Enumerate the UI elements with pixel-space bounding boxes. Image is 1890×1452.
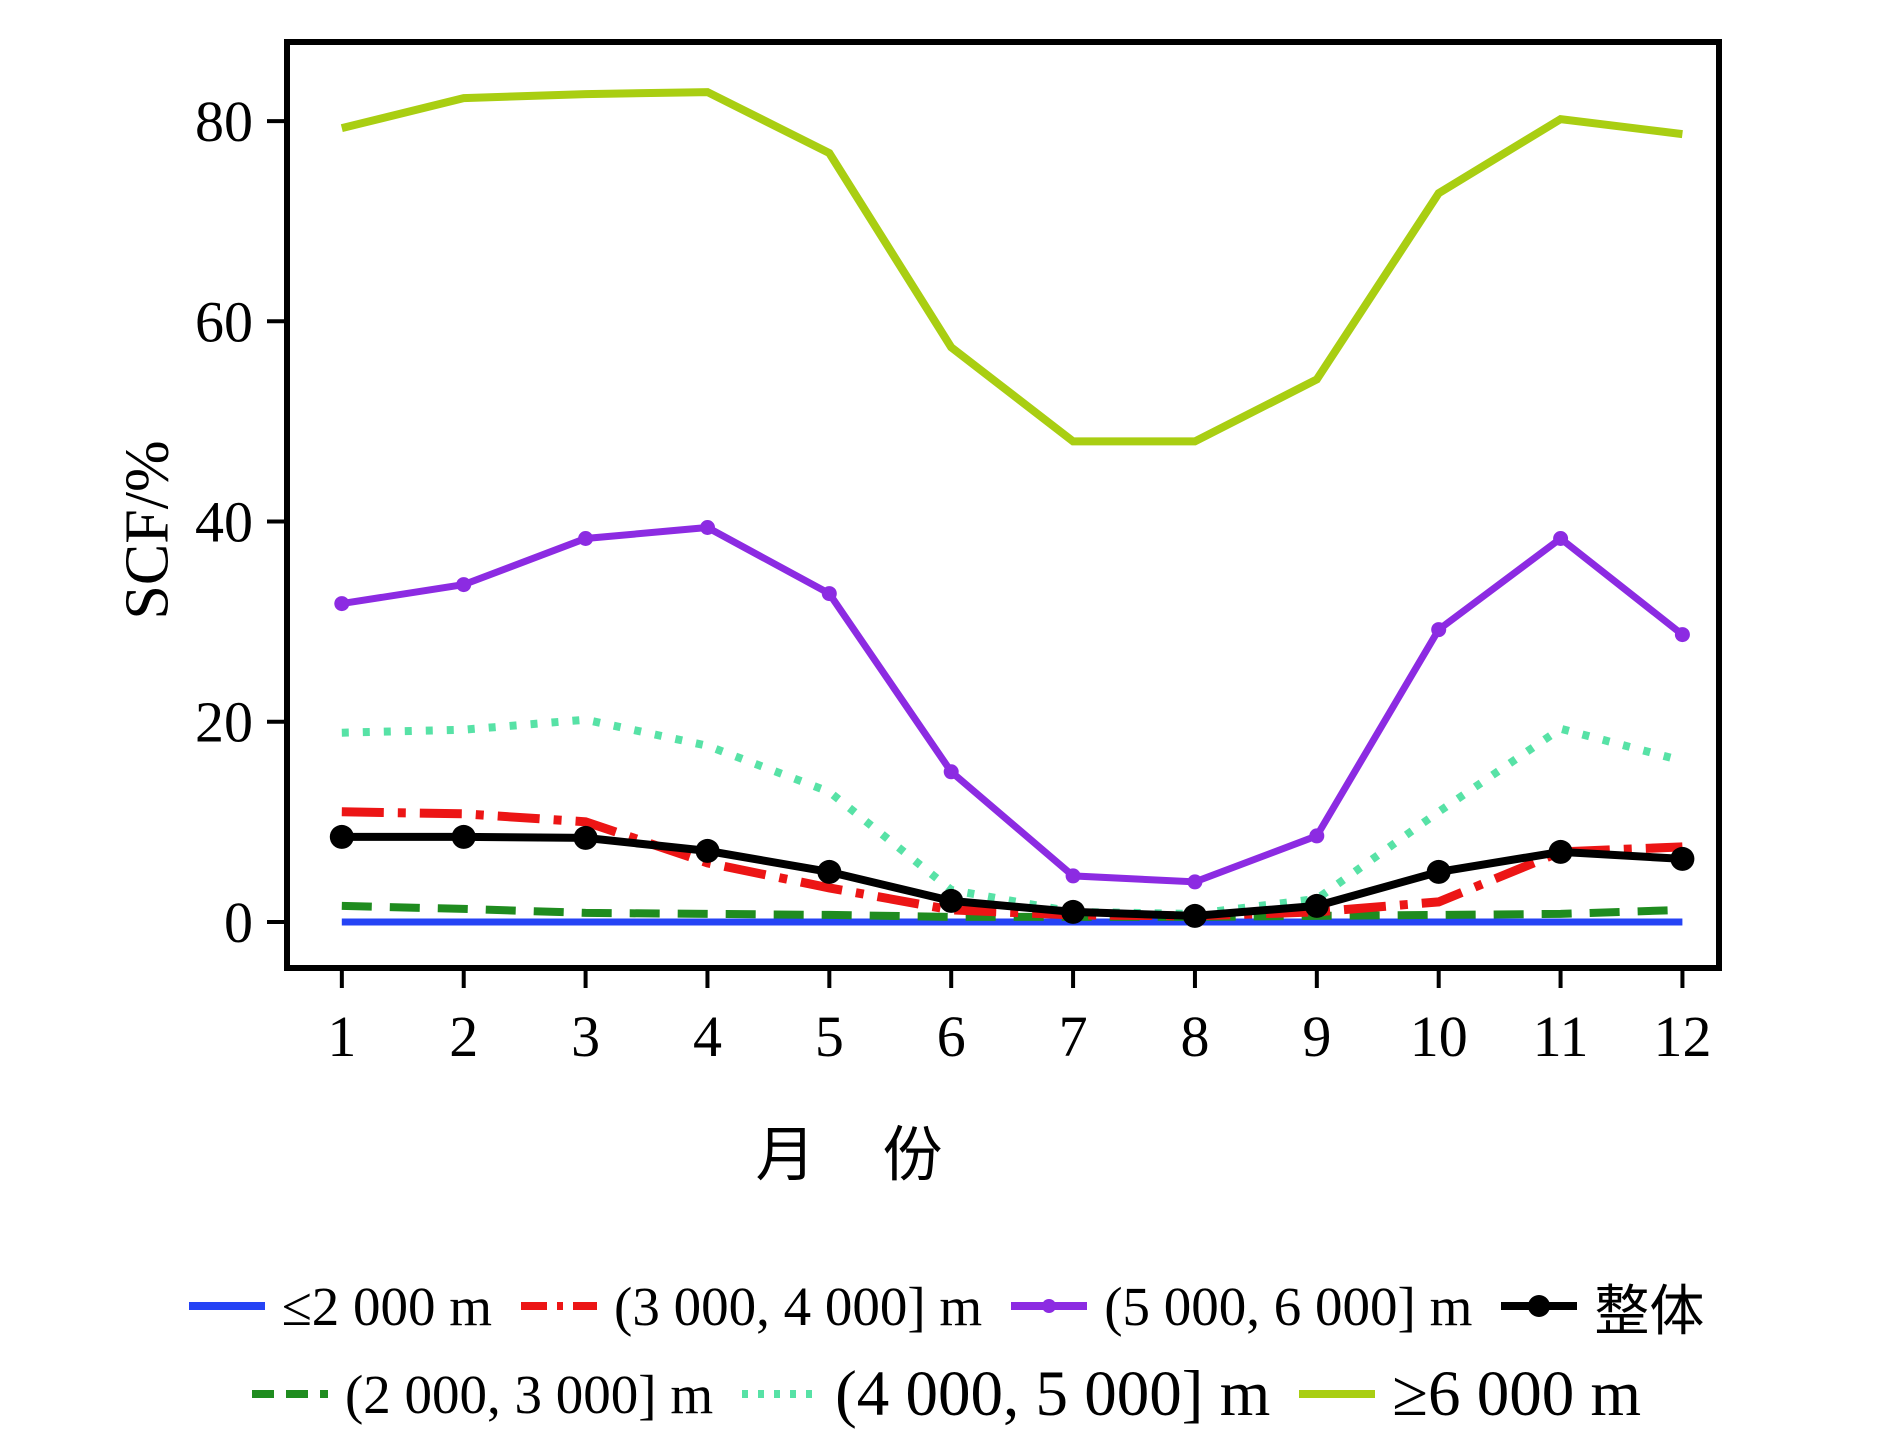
series-5000-6000m-marker [1187,874,1203,890]
y-tick-label: 60 [195,289,253,354]
series-5000-6000m-marker [456,577,472,593]
series-5000-6000m-marker [943,764,959,780]
series-3000-4000m-line [341,807,1683,921]
legend-label-4000-5000m: (4 000, 5 000] m [835,1357,1271,1430]
legend-label-le-2000m: ≤2 000 m [281,1275,493,1337]
red-dashdot-line-swatch [521,1302,598,1310]
legend-label-5000-6000m: (5 000, 6 000] m [1104,1275,1473,1337]
y-tick-label: 20 [195,690,253,755]
legend-label-2000-3000m: (2 000, 3 000] m [344,1363,714,1425]
y-tick-label: 80 [195,89,253,154]
series-5000-6000m [334,520,1690,890]
series-3000-4000m [341,807,1683,921]
series-5000-6000m-marker [1065,868,1081,884]
black-line-dot-marker-swatch [1501,1295,1578,1317]
legend: ≤2 000 m (3 000, 4 000] m (5 000, 6 000]… [0,1262,1890,1438]
series-5000-6000m-marker [578,531,594,546]
x-axis: 1 2 3 4 5 6 7 8 9 10 11 12 [327,968,1711,1069]
x-tick-label: 6 [937,1004,966,1069]
series-overall-marker [1182,903,1207,928]
series-overall-marker [1061,899,1086,924]
series-2000-3000m [341,901,1683,921]
series-overall-marker [817,859,842,884]
purple-line-dot-marker-swatch [1011,1299,1088,1313]
x-axis-title: 月 份 [755,1122,969,1189]
x-tick-label: 8 [1180,1004,1209,1069]
x-tick-label: 4 [693,1004,722,1069]
x-tick-label: 2 [449,1004,478,1069]
series-overall-marker [1670,846,1695,871]
series-4000-5000m [341,715,1684,918]
legend-item-4000-5000m: (4 000, 5 000] m [739,1357,1270,1432]
x-tick-label: 11 [1533,1004,1589,1069]
series-overall-marker [939,888,964,913]
legend-label-overall: 整体 [1594,1281,1705,1342]
series-5000-6000m-marker [1553,531,1569,546]
x-tick-label: 9 [1302,1004,1331,1069]
plot-border [284,39,1722,971]
series-5000-6000m-marker [1309,828,1325,844]
series-overall-marker [1548,839,1573,864]
series-5000-6000m-marker [700,520,715,535]
series-overall-marker [1426,859,1451,884]
series-overall [329,824,1695,928]
series-overall-line [341,832,1683,920]
x-tick-label: 1 [327,1004,356,1069]
series-ge-6000m-line [340,88,1683,446]
series-5000-6000m-marker [1674,627,1690,643]
series-overall-marker [1304,893,1329,918]
x-tick-label: 7 [1059,1004,1088,1069]
green-dashed-line-swatch [251,1390,328,1398]
series-5000-6000m-marker [334,596,350,612]
y-axis: 0 20 40 60 80 [195,89,287,955]
series-2000-3000m-line [341,901,1683,921]
legend-item-2000-3000m: (2 000, 3 000] m [249,1363,713,1426]
series-overall-marker [329,824,354,849]
series-overall-marker [451,824,476,849]
y-tick-label: 0 [224,890,253,955]
legend-item-3000-4000m: (3 000, 4 000] m [518,1275,982,1338]
legend-item-5000-6000m: (5 000, 6 000] m [1008,1275,1472,1338]
legend-label-ge-6000m: ≥6 000 m [1392,1357,1641,1430]
legend-label-3000-4000m: (3 000, 4 000] m [614,1275,983,1337]
legend-item-overall: 整体 [1498,1266,1704,1346]
legend-row-1: ≤2 000 m (3 000, 4 000] m (5 000, 6 000]… [0,1262,1890,1350]
series-4000-5000m-line [341,715,1684,918]
series-overall-marker [695,838,720,863]
series-overall-marker [573,825,598,850]
y-tick-label: 40 [195,490,253,555]
series-5000-6000m-marker [1431,622,1447,638]
teal-dotted-line-swatch [742,1390,819,1398]
yellowgreen-solid-line-swatch [1299,1390,1376,1398]
x-tick-label: 12 [1653,1004,1711,1069]
legend-item-ge-6000m: ≥6 000 m [1296,1357,1641,1432]
series-5000-6000m-marker [821,586,837,602]
blue-solid-line-swatch [188,1302,265,1310]
y-axis-title: SCF/% [113,440,182,620]
series-5000-6000m-line [341,523,1685,886]
legend-row-2: (2 000, 3 000] m (4 000, 5 000] m ≥6 000… [0,1350,1890,1438]
x-tick-label: 3 [571,1004,600,1069]
legend-item-le-2000m: ≤2 000 m [186,1275,492,1338]
x-tick-label: 5 [815,1004,844,1069]
series-ge-6000m [340,88,1683,446]
x-tick-label: 10 [1410,1004,1468,1069]
